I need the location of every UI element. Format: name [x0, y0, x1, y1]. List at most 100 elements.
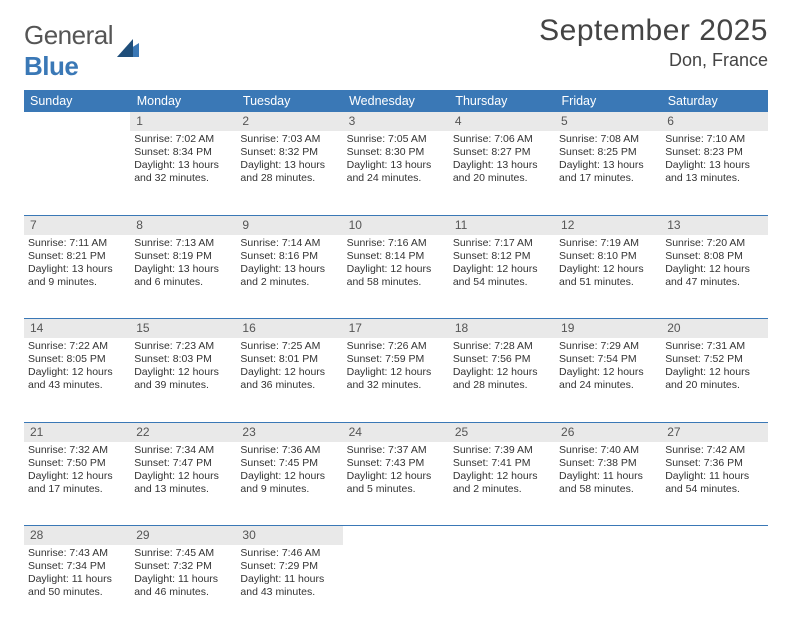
day-cell: Sunrise: 7:40 AMSunset: 7:38 PMDaylight:… — [555, 442, 661, 526]
day-content: Sunrise: 7:19 AMSunset: 8:10 PMDaylight:… — [555, 235, 661, 294]
day-number: 21 — [24, 423, 130, 442]
day-content: Sunrise: 7:23 AMSunset: 8:03 PMDaylight:… — [130, 338, 236, 397]
sunrise-line: Sunrise: 7:36 AM — [240, 444, 338, 457]
sunset-line: Sunset: 8:21 PM — [28, 250, 126, 263]
day-content: Sunrise: 7:40 AMSunset: 7:38 PMDaylight:… — [555, 442, 661, 501]
sunrise-line: Sunrise: 7:46 AM — [240, 547, 338, 560]
sunrise-line: Sunrise: 7:22 AM — [28, 340, 126, 353]
day-number: 23 — [236, 423, 342, 442]
day-number: 18 — [449, 319, 555, 338]
sunset-line: Sunset: 7:52 PM — [665, 353, 763, 366]
day-cell: Sunrise: 7:31 AMSunset: 7:52 PMDaylight:… — [661, 338, 767, 422]
sunset-line: Sunset: 7:34 PM — [28, 560, 126, 573]
sunset-line: Sunset: 7:43 PM — [347, 457, 445, 470]
day-number: 9 — [236, 216, 342, 235]
daynum-cell: 29 — [130, 526, 236, 546]
day-number: 1 — [130, 112, 236, 131]
day-cell: Sunrise: 7:34 AMSunset: 7:47 PMDaylight:… — [130, 442, 236, 526]
day-number: 16 — [236, 319, 342, 338]
day-number: 25 — [449, 423, 555, 442]
logo: General Blue — [24, 20, 139, 82]
day1-line: Daylight: 12 hours — [665, 366, 763, 379]
day2-line: and 54 minutes. — [665, 483, 763, 496]
daynum-cell: 16 — [236, 319, 342, 339]
day-number: 2 — [236, 112, 342, 131]
sunset-line: Sunset: 8:25 PM — [559, 146, 657, 159]
day-content: Sunrise: 7:06 AMSunset: 8:27 PMDaylight:… — [449, 131, 555, 190]
daynum-row: 78910111213 — [24, 215, 768, 235]
daynum-cell: 6 — [661, 112, 767, 131]
daynum-cell — [449, 526, 555, 546]
day-number — [449, 526, 555, 530]
day-number — [555, 526, 661, 530]
sunset-line: Sunset: 8:03 PM — [134, 353, 232, 366]
daynum-cell: 24 — [343, 422, 449, 442]
day2-line: and 43 minutes. — [28, 379, 126, 392]
week-row: Sunrise: 7:22 AMSunset: 8:05 PMDaylight:… — [24, 338, 768, 422]
day-header: Sunday — [24, 90, 130, 112]
daynum-cell: 30 — [236, 526, 342, 546]
sunset-line: Sunset: 8:27 PM — [453, 146, 551, 159]
sunrise-line: Sunrise: 7:26 AM — [347, 340, 445, 353]
sunrise-line: Sunrise: 7:08 AM — [559, 133, 657, 146]
day-header: Tuesday — [236, 90, 342, 112]
day-cell: Sunrise: 7:43 AMSunset: 7:34 PMDaylight:… — [24, 545, 130, 629]
day-cell: Sunrise: 7:13 AMSunset: 8:19 PMDaylight:… — [130, 235, 236, 319]
day-content: Sunrise: 7:11 AMSunset: 8:21 PMDaylight:… — [24, 235, 130, 294]
day2-line: and 9 minutes. — [28, 276, 126, 289]
sunrise-line: Sunrise: 7:10 AM — [665, 133, 763, 146]
daynum-cell: 2 — [236, 112, 342, 131]
calendar-page: General Blue September 2025 Don, France … — [0, 0, 792, 612]
day-number: 17 — [343, 319, 449, 338]
calendar-table: Sunday Monday Tuesday Wednesday Thursday… — [24, 90, 768, 629]
day-cell: Sunrise: 7:46 AMSunset: 7:29 PMDaylight:… — [236, 545, 342, 629]
sunrise-line: Sunrise: 7:14 AM — [240, 237, 338, 250]
day-content: Sunrise: 7:05 AMSunset: 8:30 PMDaylight:… — [343, 131, 449, 190]
day2-line: and 39 minutes. — [134, 379, 232, 392]
day-content: Sunrise: 7:02 AMSunset: 8:34 PMDaylight:… — [130, 131, 236, 190]
day-header: Monday — [130, 90, 236, 112]
day2-line: and 54 minutes. — [453, 276, 551, 289]
day-content: Sunrise: 7:29 AMSunset: 7:54 PMDaylight:… — [555, 338, 661, 397]
daynum-cell — [343, 526, 449, 546]
day1-line: Daylight: 12 hours — [240, 470, 338, 483]
day-header: Thursday — [449, 90, 555, 112]
day2-line: and 9 minutes. — [240, 483, 338, 496]
sunrise-line: Sunrise: 7:32 AM — [28, 444, 126, 457]
sunset-line: Sunset: 8:16 PM — [240, 250, 338, 263]
day-cell: Sunrise: 7:02 AMSunset: 8:34 PMDaylight:… — [130, 131, 236, 215]
day-content: Sunrise: 7:26 AMSunset: 7:59 PMDaylight:… — [343, 338, 449, 397]
sunset-line: Sunset: 8:10 PM — [559, 250, 657, 263]
day-header: Saturday — [661, 90, 767, 112]
day-cell: Sunrise: 7:19 AMSunset: 8:10 PMDaylight:… — [555, 235, 661, 319]
week-row: Sunrise: 7:43 AMSunset: 7:34 PMDaylight:… — [24, 545, 768, 629]
day1-line: Daylight: 12 hours — [665, 263, 763, 276]
day-cell: Sunrise: 7:39 AMSunset: 7:41 PMDaylight:… — [449, 442, 555, 526]
sunset-line: Sunset: 7:38 PM — [559, 457, 657, 470]
day2-line: and 20 minutes. — [665, 379, 763, 392]
day-cell: Sunrise: 7:20 AMSunset: 8:08 PMDaylight:… — [661, 235, 767, 319]
day-cell: Sunrise: 7:11 AMSunset: 8:21 PMDaylight:… — [24, 235, 130, 319]
daynum-cell: 17 — [343, 319, 449, 339]
day-cell — [661, 545, 767, 629]
sunrise-line: Sunrise: 7:17 AM — [453, 237, 551, 250]
day-content: Sunrise: 7:20 AMSunset: 8:08 PMDaylight:… — [661, 235, 767, 294]
sunrise-line: Sunrise: 7:42 AM — [665, 444, 763, 457]
logo-word2: Blue — [24, 51, 78, 81]
daynum-cell: 23 — [236, 422, 342, 442]
day1-line: Daylight: 13 hours — [240, 263, 338, 276]
day-cell: Sunrise: 7:25 AMSunset: 8:01 PMDaylight:… — [236, 338, 342, 422]
day2-line: and 17 minutes. — [559, 172, 657, 185]
day1-line: Daylight: 12 hours — [453, 470, 551, 483]
day-content: Sunrise: 7:25 AMSunset: 8:01 PMDaylight:… — [236, 338, 342, 397]
day1-line: Daylight: 12 hours — [240, 366, 338, 379]
day-number: 22 — [130, 423, 236, 442]
day-content: Sunrise: 7:39 AMSunset: 7:41 PMDaylight:… — [449, 442, 555, 501]
day-content: Sunrise: 7:31 AMSunset: 7:52 PMDaylight:… — [661, 338, 767, 397]
sunset-line: Sunset: 7:29 PM — [240, 560, 338, 573]
day2-line: and 46 minutes. — [134, 586, 232, 599]
day1-line: Daylight: 13 hours — [134, 263, 232, 276]
day1-line: Daylight: 11 hours — [665, 470, 763, 483]
day1-line: Daylight: 13 hours — [347, 159, 445, 172]
day2-line: and 5 minutes. — [347, 483, 445, 496]
